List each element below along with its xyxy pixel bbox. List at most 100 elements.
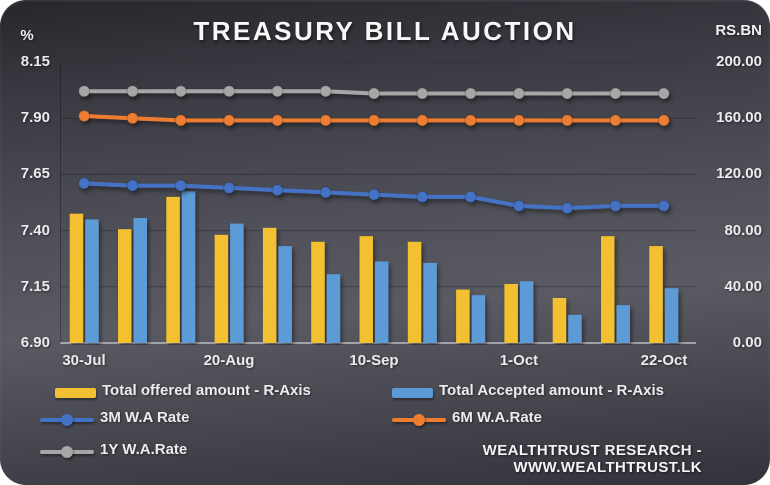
bar — [181, 191, 196, 343]
line-marker — [657, 87, 670, 100]
line-marker — [464, 190, 477, 203]
line-marker — [223, 114, 236, 127]
line-marker — [512, 87, 525, 100]
bar — [456, 289, 470, 343]
line-marker — [319, 85, 332, 98]
plot-area — [60, 61, 696, 345]
bar — [278, 246, 292, 343]
left-axis-tick: 7.90 — [20, 109, 50, 126]
line-marker — [78, 85, 91, 98]
bar — [375, 261, 389, 343]
left-axis-tick: 7.40 — [20, 222, 50, 239]
right-axis-tick: 0.00 — [732, 334, 762, 351]
research-credit-text: WEALTHTRUST RESEARCH - WWW.WEALTHTRUST.L… — [482, 442, 702, 476]
right-axis-tick: 80.00 — [724, 222, 762, 239]
left-axis-tick: 6.90 — [20, 334, 50, 351]
bar — [230, 223, 244, 343]
line-marker — [319, 114, 332, 127]
line-marker — [271, 184, 284, 197]
bar — [69, 213, 84, 343]
bar — [118, 229, 132, 343]
legend-swatch-3m-line — [40, 414, 94, 426]
chart-title: TREASURY BILL AUCTION — [193, 16, 577, 46]
legend-label-accepted: Total Accepted amount - R-Axis — [439, 382, 665, 399]
bar — [133, 218, 147, 343]
bar — [423, 262, 437, 343]
line-marker — [609, 114, 622, 127]
right-axis-unit-label: RS.BN — [715, 22, 762, 39]
line-marker — [174, 179, 187, 192]
line-marker — [512, 114, 525, 127]
legend-swatch-accepted — [392, 388, 433, 398]
bar — [552, 298, 567, 343]
bar — [166, 196, 180, 343]
line-series-6m — [78, 110, 670, 127]
line-marker — [512, 199, 525, 212]
line-marker — [78, 177, 91, 190]
line-marker — [416, 114, 429, 127]
line-marker — [609, 199, 622, 212]
x-axis-tick: 20-Aug — [203, 352, 255, 369]
bar — [519, 281, 534, 343]
bar — [326, 274, 341, 343]
line-marker — [223, 181, 236, 194]
bar — [616, 305, 630, 343]
line-marker — [561, 202, 574, 215]
bar — [568, 314, 582, 343]
left-axis-tick: 7.15 — [20, 278, 50, 295]
line-marker — [174, 114, 187, 127]
bar — [504, 284, 518, 343]
right-axis-tick: 200.00 — [716, 53, 762, 70]
left-axis-tick: 8.15 — [20, 53, 50, 70]
right-axis-tick: 160.00 — [716, 109, 762, 126]
line-marker — [271, 85, 284, 98]
bar — [311, 241, 325, 343]
x-axis-tick: 22-Oct — [640, 352, 688, 369]
bar — [664, 288, 679, 343]
legend-label-1y: 1Y W.A.Rate — [100, 441, 188, 458]
bar — [601, 236, 615, 343]
bar — [359, 236, 373, 343]
x-axis-tick: 1-Oct — [499, 352, 539, 369]
chart-canvas — [60, 61, 696, 344]
line-marker — [657, 114, 670, 127]
line-marker-dot — [61, 446, 73, 458]
line-marker — [464, 87, 477, 100]
legend-label-6m: 6M W.A.Rate — [452, 409, 543, 426]
line-marker-dot — [413, 414, 425, 426]
bar — [649, 246, 663, 343]
line-series-3m — [78, 177, 670, 215]
left-axis-unit-label: % — [20, 27, 34, 44]
bar — [214, 234, 229, 343]
bar — [471, 295, 486, 343]
line-marker — [126, 85, 139, 98]
line-marker — [271, 114, 284, 127]
line-marker — [561, 114, 574, 127]
x-axis-tick: 10-Sep — [349, 352, 399, 369]
bars-offered — [69, 196, 663, 343]
legend-swatch-1y-line — [40, 446, 94, 458]
line-marker — [319, 186, 332, 199]
line-marker — [368, 87, 380, 100]
line-marker — [561, 87, 574, 100]
line-marker — [657, 199, 670, 212]
bar — [85, 219, 99, 343]
legend-label-3m: 3M W.A Rate — [100, 409, 190, 426]
line-marker — [368, 114, 380, 127]
right-axis-tick: 120.00 — [716, 165, 762, 182]
line-marker — [416, 87, 429, 100]
line-marker — [126, 179, 139, 192]
line-marker — [464, 114, 477, 127]
line-marker-dot — [61, 414, 73, 426]
bar — [262, 227, 277, 343]
line-marker — [368, 188, 380, 201]
line-marker — [609, 87, 622, 100]
line-marker — [126, 112, 139, 125]
line-marker — [416, 190, 429, 203]
line-marker — [223, 85, 236, 98]
line-marker — [78, 110, 91, 122]
legend-swatch-offered — [55, 388, 96, 398]
bars-accepted — [85, 191, 679, 343]
right-axis-tick: 40.00 — [724, 278, 762, 295]
